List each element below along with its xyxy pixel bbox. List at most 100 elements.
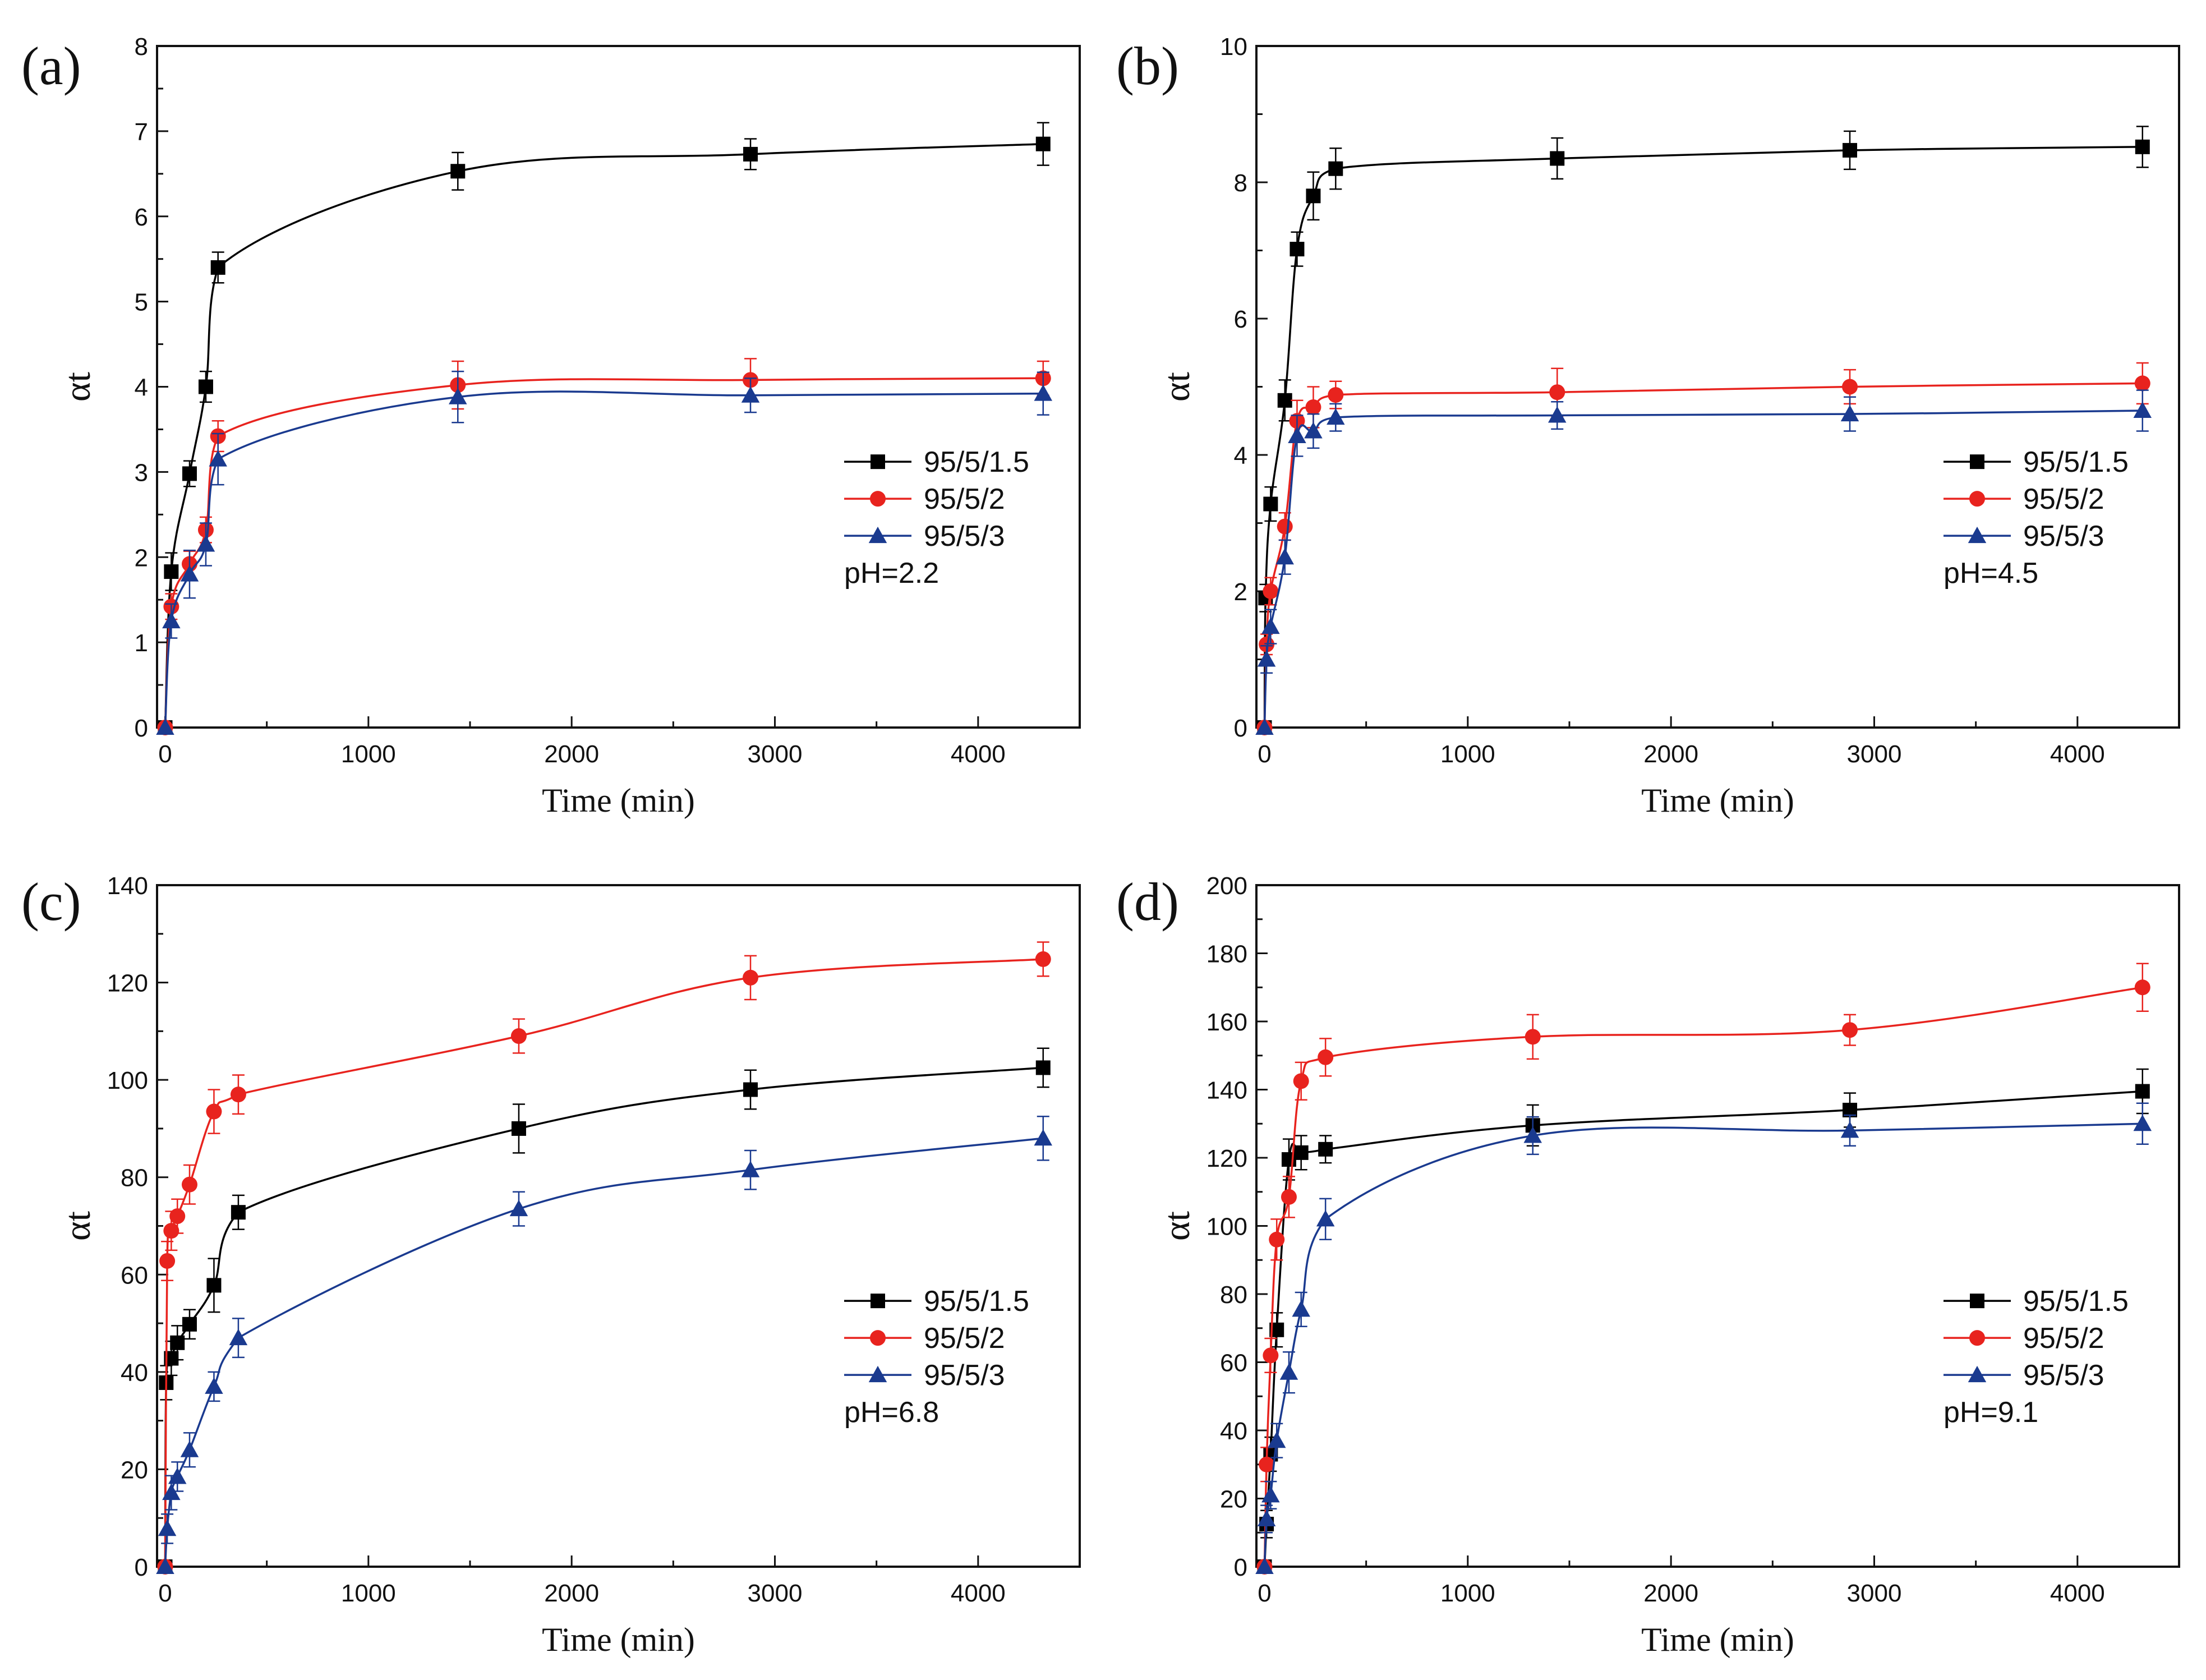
legend-marker	[871, 454, 885, 470]
data-point-marker	[229, 1328, 248, 1346]
legend-marker	[870, 1330, 886, 1346]
data-point-marker	[1257, 1509, 1276, 1526]
y-tick-label: 200	[1206, 872, 1247, 900]
data-point-marker	[1318, 1142, 1333, 1157]
x-tick-label: 0	[1258, 740, 1271, 768]
data-point-marker	[158, 1520, 177, 1536]
data-point-marker	[1035, 1060, 1051, 1075]
x-tick-label: 3000	[1847, 1580, 1902, 1607]
data-point-marker	[1263, 1347, 1279, 1364]
legend-marker	[870, 491, 886, 507]
y-tick-label: 0	[135, 715, 148, 742]
x-tick-label: 3000	[1847, 740, 1902, 768]
data-point-marker	[2135, 139, 2150, 154]
y-tick-label: 0	[1234, 1554, 1247, 1581]
series-95-5-3	[1255, 389, 2152, 735]
data-point-marker	[1843, 142, 1858, 158]
data-point-marker	[209, 450, 227, 467]
y-tick-label: 160	[1206, 1009, 1247, 1036]
plot-frame	[156, 45, 1081, 729]
data-point-marker	[196, 535, 215, 552]
legend-entry: 95/5/3	[924, 1359, 1005, 1392]
data-point-marker	[1035, 951, 1051, 967]
y-tick-label: 4	[135, 374, 148, 402]
y-tick-label: 20	[121, 1456, 148, 1484]
legend-entry: 95/5/3	[2023, 520, 2104, 553]
legend-marker	[868, 1365, 887, 1383]
data-point-marker	[162, 1483, 181, 1501]
x-tick-label: 2000	[544, 1580, 599, 1607]
data-point-marker	[1281, 1189, 1297, 1205]
data-point-marker	[205, 1377, 223, 1394]
x-tick-label: 4000	[951, 740, 1006, 768]
y-tick-label: 8	[1234, 169, 1247, 197]
legend-marker	[1970, 454, 1984, 470]
data-point-marker	[1277, 393, 1292, 408]
legend-entry: 95/5/2	[924, 483, 1005, 515]
data-point-marker	[2133, 1115, 2152, 1131]
y-tick-label: 2	[1234, 578, 1247, 606]
series-line	[1263, 1122, 2143, 1567]
chart-panel-c: 0 1000 2000 3000 4000 0 20 40 60 80 100 120 140 Time …	[21, 872, 1081, 1658]
data-point-marker	[1292, 1300, 1310, 1317]
x-axis-title: Time (min)	[542, 1621, 695, 1658]
series-line	[1263, 986, 2143, 1567]
ph-annotation: pH=9.1	[1944, 1396, 2038, 1429]
data-point-marker	[1267, 1431, 1286, 1448]
y-tick-label: 180	[1206, 941, 1247, 968]
series-line	[1263, 1090, 2143, 1567]
data-point-marker	[1549, 384, 1565, 401]
data-point-marker	[1293, 1145, 1309, 1160]
y-tick-label: 60	[121, 1262, 148, 1289]
data-point-marker	[1523, 1126, 1542, 1143]
data-point-marker	[159, 1253, 176, 1269]
y-tick-label: 8	[135, 33, 148, 61]
data-point-marker	[198, 379, 213, 394]
legend-entry: 95/5/1.5	[924, 446, 1029, 478]
data-point-marker	[1327, 408, 1345, 425]
data-point-marker	[1263, 496, 1278, 512]
chart-panel-a: 0 1000 2000 3000 4000 0 1 2 3 4 5 6 7 8 Time (min) αt (a…	[21, 33, 1081, 819]
data-point-marker	[1263, 583, 1279, 599]
series-95-5-2	[157, 358, 1051, 735]
series-line	[1263, 382, 2143, 728]
y-tick-label: 140	[107, 872, 148, 900]
x-axis-title: Time (min)	[542, 782, 695, 819]
data-point-marker	[1550, 151, 1565, 166]
data-point-marker	[182, 1317, 197, 1332]
y-tick-label: 60	[1220, 1350, 1247, 1377]
panel-label: (c)	[21, 872, 81, 932]
data-point-marker	[170, 1335, 185, 1350]
legend-marker	[1968, 1365, 1987, 1383]
data-point-marker	[181, 1176, 197, 1193]
data-point-marker	[741, 1161, 760, 1177]
series-95-5-1-5	[1257, 1068, 2150, 1574]
y-tick-label: 40	[1220, 1417, 1247, 1445]
series-95-5-1-5	[1257, 126, 2150, 735]
y-axis-title: αt	[1157, 1211, 1198, 1241]
x-axis-title: Time (min)	[1641, 1621, 1794, 1658]
data-point-marker	[1288, 426, 1306, 443]
y-tick-label: 1	[135, 629, 148, 657]
legend-entry: 95/5/2	[2023, 1322, 2104, 1355]
data-point-marker	[168, 1467, 187, 1484]
data-point-marker	[1034, 384, 1053, 401]
y-tick-label: 4	[1234, 442, 1247, 470]
data-point-marker	[1840, 404, 1859, 422]
y-tick-label: 2	[135, 544, 148, 572]
data-point-marker	[741, 386, 760, 403]
data-point-marker	[206, 1103, 222, 1120]
data-point-marker	[1305, 399, 1321, 415]
y-tick-label: 20	[1220, 1486, 1247, 1513]
data-point-marker	[2134, 979, 2150, 996]
data-point-marker	[156, 1557, 174, 1574]
y-tick-label: 40	[121, 1359, 148, 1387]
data-point-marker	[1035, 136, 1051, 151]
ph-annotation: pH=6.8	[844, 1396, 939, 1429]
data-point-marker	[231, 1205, 246, 1220]
panel-label: (a)	[21, 36, 81, 96]
series-line	[164, 390, 1043, 728]
x-tick-label: 0	[158, 1580, 172, 1607]
y-tick-label: 80	[121, 1165, 148, 1192]
y-axis-title: αt	[57, 1211, 98, 1241]
